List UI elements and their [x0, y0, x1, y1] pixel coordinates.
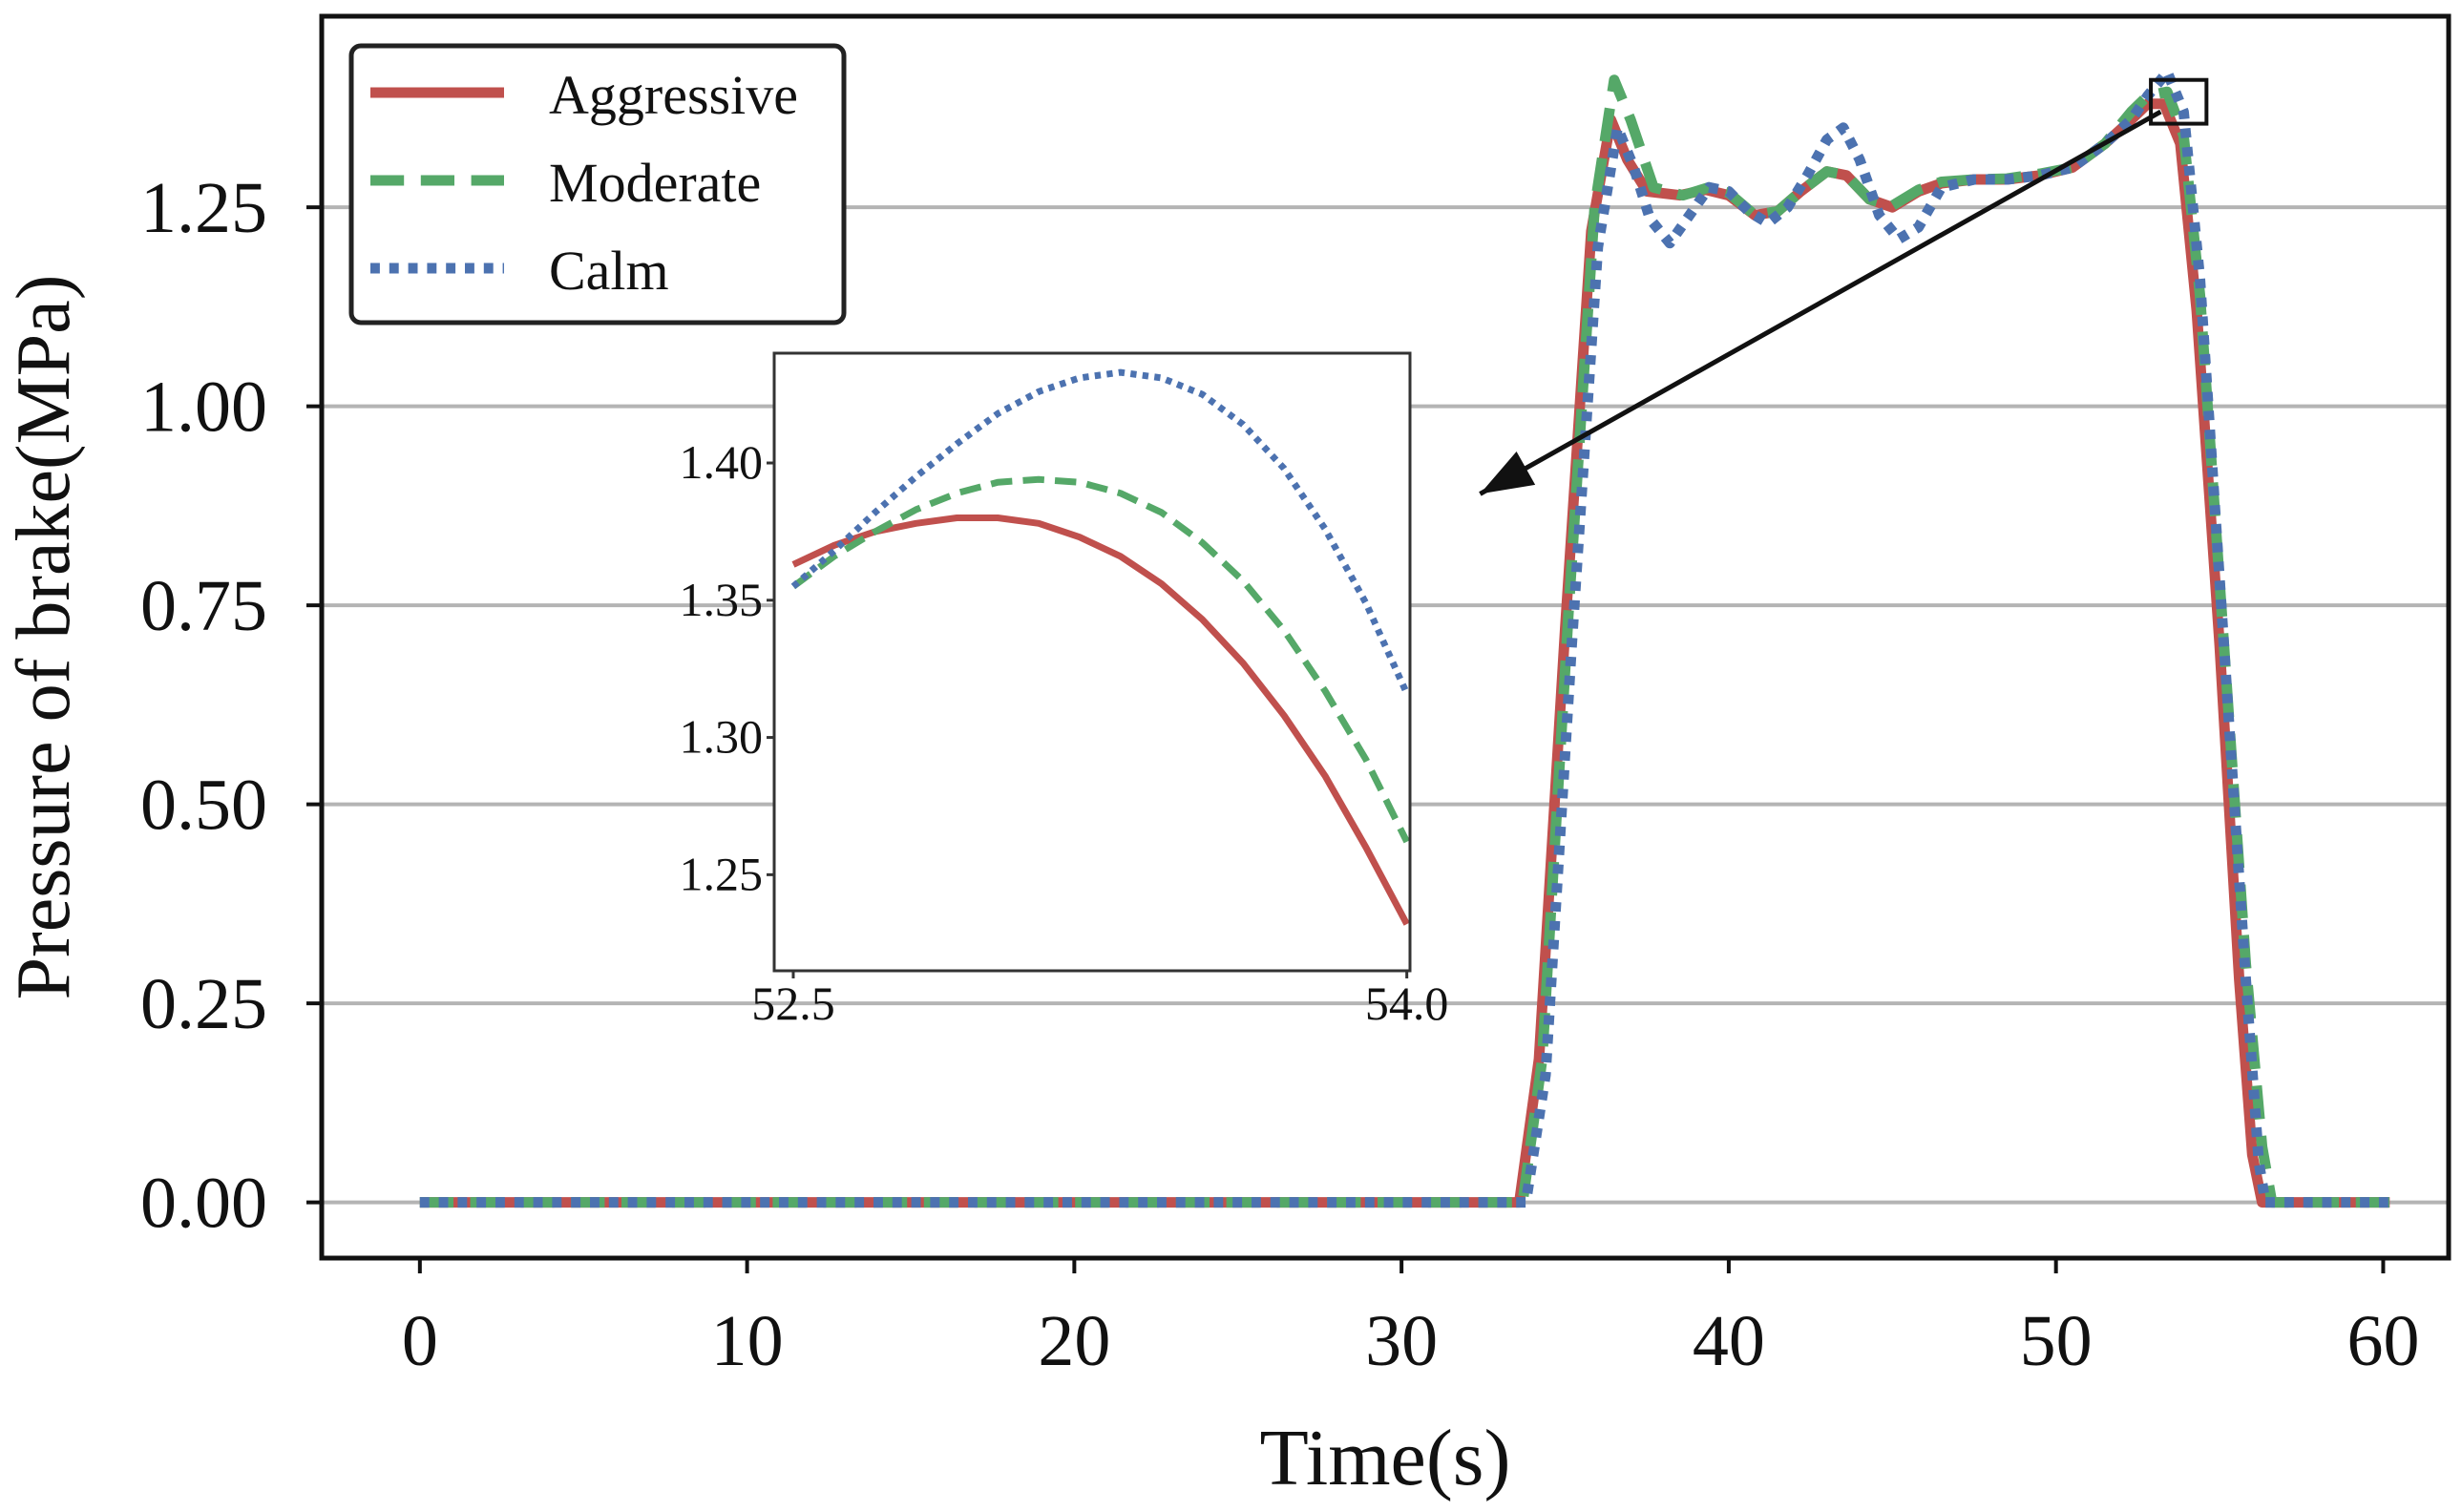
inset-frame	[772, 351, 1412, 973]
y-tick-label-2: 0.50	[140, 766, 267, 846]
legend-label-aggressive: Aggressive	[549, 64, 798, 126]
inset-series-line-calm	[790, 368, 1410, 696]
x-tick-label-1: 10	[711, 1301, 784, 1381]
y-tick-label-5: 1.25	[140, 168, 267, 248]
inset-y-tick-label-2: 1.35	[680, 573, 764, 626]
x-tick-label-0: 0	[402, 1301, 438, 1381]
series-line-calm	[419, 66, 2390, 1208]
inset-series-line-moderate	[790, 475, 1410, 844]
y-tick-label-3: 0.75	[140, 566, 267, 646]
x-tick-label-4: 40	[1693, 1301, 1765, 1381]
legend-label-calm: Calm	[549, 240, 669, 302]
inset-y-tick-label-3: 1.40	[680, 435, 764, 489]
inset-y-tick-label-0: 1.25	[680, 847, 764, 900]
legend-label-moderate: Moderate	[549, 152, 761, 214]
x-tick-label-6: 60	[2346, 1301, 2419, 1381]
inset-background	[774, 353, 1410, 971]
legend-box	[348, 43, 847, 326]
y-axis-label: Pressure of brake(MPa)	[2, 275, 86, 1000]
annotation-arrow-line	[1479, 109, 2162, 496]
inset-x-tick-label-0: 52.5	[751, 976, 835, 1030]
inset-y-tick-label-1: 1.30	[680, 710, 764, 764]
zoom-box	[2149, 77, 2209, 126]
x-axis-label: Time(s)	[1260, 1414, 1511, 1502]
inset-x-tick-label-1: 54.0	[1365, 976, 1449, 1030]
x-tick-label-3: 30	[1365, 1301, 1438, 1381]
x-tick-label-2: 20	[1038, 1301, 1110, 1381]
y-tick-label-4: 1.00	[140, 368, 267, 448]
x-tick-label-5: 50	[2020, 1301, 2093, 1381]
y-tick-label-1: 0.25	[140, 964, 267, 1044]
annotation-arrow-head	[1480, 452, 1536, 494]
y-tick-label-0: 0.00	[140, 1164, 267, 1244]
inset-series-line-aggressive	[791, 514, 1410, 926]
axes-frame	[319, 13, 2451, 1261]
